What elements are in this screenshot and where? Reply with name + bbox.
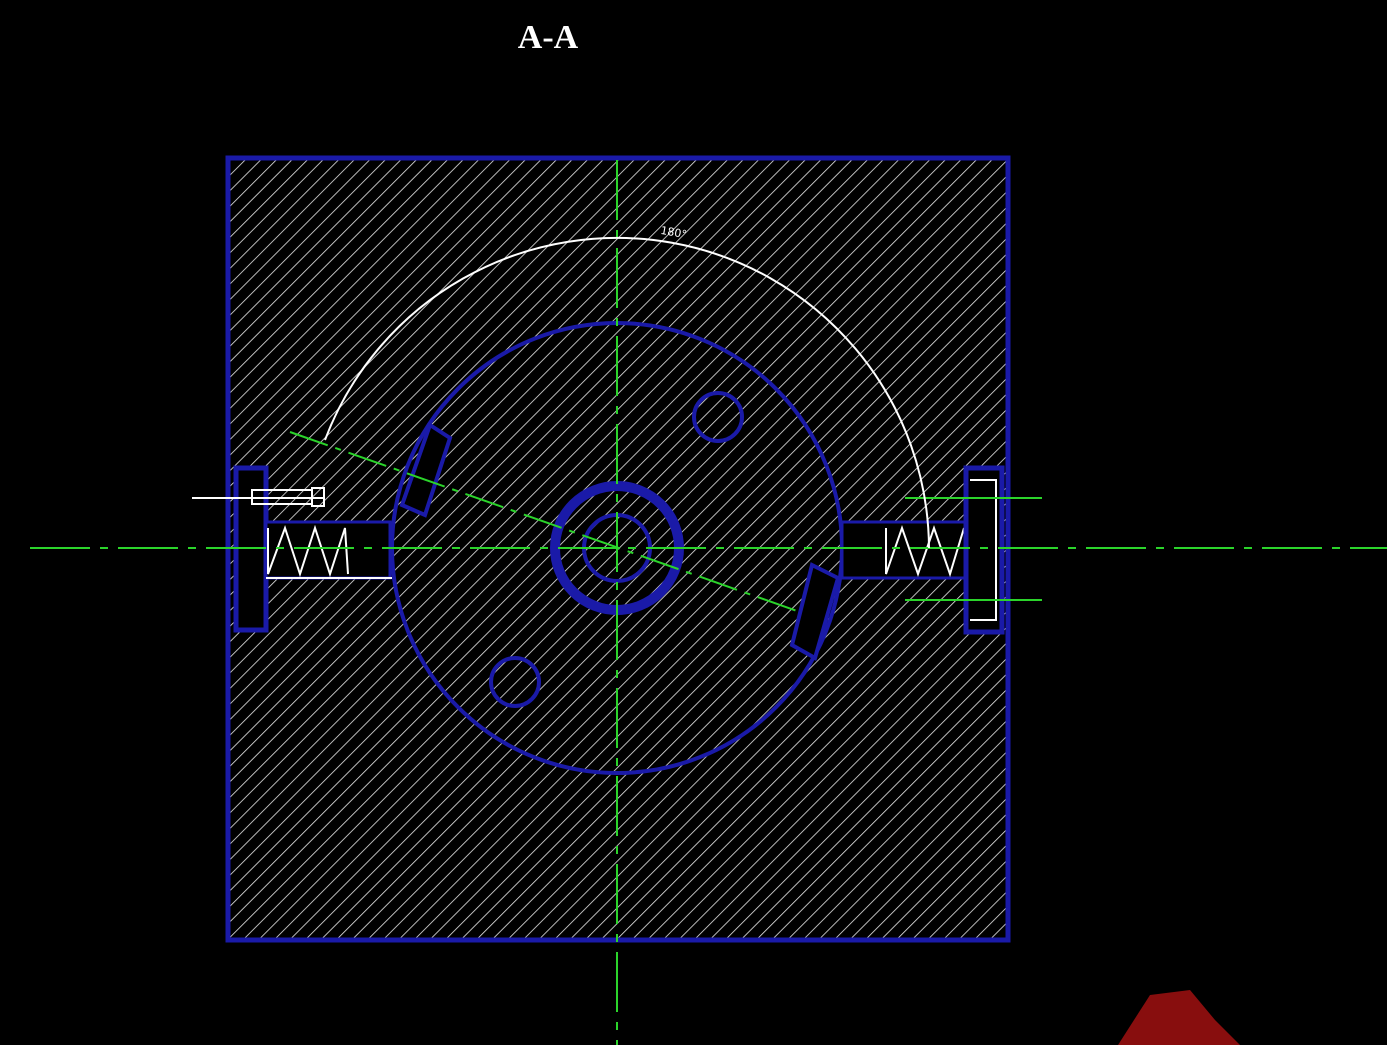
left-spring	[267, 524, 349, 578]
right-spring	[885, 524, 965, 578]
pawl	[399, 421, 453, 518]
pawl	[789, 562, 841, 661]
hole	[692, 391, 744, 443]
rotation-arc	[324, 236, 930, 549]
right-plug	[970, 479, 997, 621]
hole	[489, 656, 541, 708]
watermark	[1118, 990, 1240, 1045]
right-slot	[840, 520, 968, 580]
angled-centerline	[289, 431, 801, 613]
section-title: A-A	[518, 19, 579, 56]
arc-label: 180°	[659, 224, 687, 241]
pin-head	[311, 487, 325, 507]
